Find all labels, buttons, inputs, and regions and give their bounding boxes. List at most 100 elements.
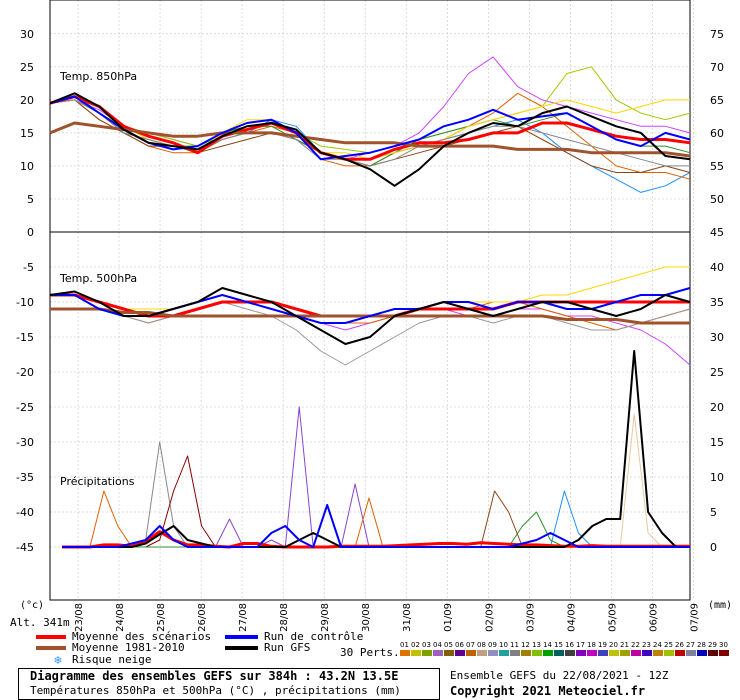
right-tick-label: 70 (710, 61, 724, 74)
pert-color-swatch (719, 650, 729, 656)
right-tick-label: 0 (710, 541, 717, 554)
footer-title-box (18, 668, 440, 700)
left-tick-label: -10 (16, 296, 34, 309)
legend-run-controle: Run de contrôle (264, 630, 364, 643)
pert-color-swatch (499, 650, 509, 656)
ensemble-member-line (49, 99, 690, 167)
date-tick-label: 24/08 (115, 603, 126, 632)
footer-run-info: Ensemble GEFS du 22/08/2021 - 12Z (450, 669, 669, 682)
pert-number-label: 28 (697, 641, 706, 649)
pert-number-label: 18 (587, 641, 596, 649)
pert-color-swatch (631, 650, 641, 656)
pert-number-label: 22 (631, 641, 640, 649)
pert-number-label: 11 (510, 641, 519, 649)
date-tick-label: 28/08 (279, 603, 290, 632)
series-line-850 (49, 95, 691, 161)
left-tick-label: 30 (20, 28, 34, 41)
right-tick-label: 5 (710, 506, 717, 519)
right-tick-label: 60 (710, 127, 724, 140)
pert-number-label: 30 (719, 641, 728, 649)
pert-color-swatch (576, 650, 586, 656)
left-tick-label: 5 (27, 193, 34, 206)
left-tick-label: -40 (16, 506, 34, 519)
pert-number-label: 02 (411, 641, 420, 649)
right-tick-label: 75 (710, 28, 724, 41)
pert-number-label: 21 (620, 641, 629, 649)
pert-color-swatch (422, 650, 432, 656)
left-tick-label: -20 (16, 366, 34, 379)
pert-color-swatch (466, 650, 476, 656)
panel-label-500: Temp. 500hPa (59, 272, 137, 285)
date-tick-label: 01/09 (443, 603, 454, 632)
pert-number-label: 29 (708, 641, 717, 649)
altitude-label: Alt. 341m (10, 616, 70, 629)
pert-color-swatch (510, 650, 520, 656)
legend-marks: ❄01 02 03 04 05 06 07 08 09 10 11 12 13 14 15 16 17 18 19 2… (36, 635, 729, 667)
right-tick-label: 45 (710, 226, 724, 239)
bottom-right-unit: (mm) (708, 600, 733, 611)
series-line-500 (49, 287, 691, 345)
date-tick-label: 03/09 (525, 603, 536, 632)
right-tick-label: 40 (710, 261, 724, 274)
pert-number-label: 01 (400, 641, 409, 649)
pert-color-swatch (642, 650, 652, 656)
pert-color-swatch (708, 650, 718, 656)
date-tick-label: 02/09 (484, 603, 495, 632)
pert-color-swatch (565, 650, 575, 656)
pert-color-swatch (697, 650, 707, 656)
pert-color-swatch (664, 650, 674, 656)
left-tick-label: -5 (23, 261, 34, 274)
series-line-850 (49, 92, 691, 187)
date-tick-label: 04/09 (566, 603, 577, 632)
left-tick-label: -35 (16, 471, 34, 484)
footer-copyright: Copyright 2021 Meteociel.fr (450, 684, 646, 698)
pert-color-swatch (488, 650, 498, 656)
pert-number-label: 27 (686, 641, 695, 649)
pert-number-label: 10 (499, 641, 508, 649)
pert-number-label: 15 (554, 641, 563, 649)
right-tick-label: 25 (710, 366, 724, 379)
date-tick-label: 27/08 (238, 603, 249, 632)
footer-subtitle: Températures 850hPa et 500hPa (°C) , pré… (30, 684, 401, 697)
legend-risque-neige: Risque neige (72, 653, 152, 666)
pert-number-label: 23 (642, 641, 651, 649)
pert-color-swatch (411, 650, 421, 656)
date-tick-label: 07/09 (689, 603, 700, 632)
pert-color-swatch (609, 650, 619, 656)
pert-color-swatch (433, 650, 443, 656)
pert-color-swatch (444, 650, 454, 656)
right-tick-label: 30 (710, 331, 724, 344)
pert-number-label: 13 (532, 641, 541, 649)
date-tick-label: 23/08 (74, 603, 85, 632)
series-lines (49, 56, 691, 549)
pert-number-label: 03 (422, 641, 431, 649)
left-tick-label: 10 (20, 160, 34, 173)
date-tick-label: 25/08 (156, 603, 167, 632)
pert-number-label: 09 (488, 641, 497, 649)
axis-labels: 23/08 24/08 25/08 26/08 27/08 28/08 29/08 30/08… (16, 28, 724, 632)
pert-color-swatch (554, 650, 564, 656)
plot-frame (49, 0, 691, 601)
pert-color-swatch (620, 650, 630, 656)
panel-label-850: Temp. 850hPa (59, 70, 137, 83)
pert-number-label: 12 (521, 641, 530, 649)
bottom-left-unit: (°c) (20, 600, 45, 611)
right-tick-label: 65 (710, 94, 724, 107)
pert-number-label: 14 (543, 641, 552, 649)
pert-number-label: 05 (444, 641, 453, 649)
left-tick-label: 25 (20, 61, 34, 74)
pert-number-label: 25 (664, 641, 673, 649)
precip-series-line (62, 504, 690, 548)
pert-color-swatch (653, 650, 663, 656)
pert-color-swatch (598, 650, 608, 656)
pert-number-label: 07 (466, 641, 475, 649)
left-tick-label: 15 (20, 127, 34, 140)
legend-moyenne-scenarios: Moyenne des scénarios (72, 630, 212, 643)
series-line-850 (49, 95, 691, 161)
footer-title: Diagramme des ensembles GEFS sur 384h : … (30, 669, 399, 683)
pert-number-label: 17 (576, 641, 585, 649)
pert-color-swatch (521, 650, 531, 656)
legend-run-gfs: Run GFS (264, 641, 311, 654)
right-tick-label: 50 (710, 193, 724, 206)
